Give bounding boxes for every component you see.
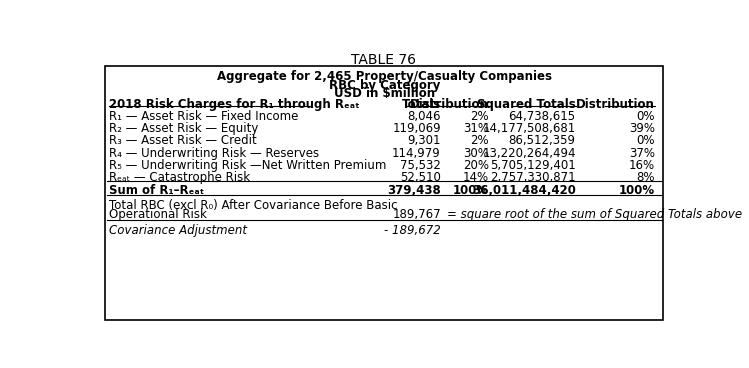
Text: 52,510: 52,510	[400, 171, 441, 184]
Text: 0%: 0%	[636, 134, 655, 147]
Text: Distribution: Distribution	[576, 98, 655, 111]
Text: Distribution: Distribution	[410, 98, 489, 111]
Text: 100%: 100%	[452, 184, 489, 197]
Text: 14,177,508,681: 14,177,508,681	[482, 122, 576, 135]
Text: 5,705,129,401: 5,705,129,401	[490, 159, 576, 172]
Text: 8,046: 8,046	[407, 110, 441, 123]
Text: RBC by Category: RBC by Category	[329, 79, 440, 92]
Text: 16%: 16%	[628, 159, 655, 172]
Text: 2%: 2%	[470, 134, 489, 147]
Text: R₃ — Asset Risk — Credit: R₃ — Asset Risk — Credit	[109, 134, 257, 147]
Text: Rₑₐₜ — Catastrophe Risk: Rₑₐₜ — Catastrophe Risk	[109, 171, 250, 184]
Text: Squared Totals: Squared Totals	[477, 98, 576, 111]
Text: 9,301: 9,301	[407, 134, 441, 147]
Text: 75,532: 75,532	[400, 159, 441, 172]
Text: 2,757,330,871: 2,757,330,871	[490, 171, 576, 184]
Text: 189,767: 189,767	[392, 208, 441, 221]
Text: Sum of R₁–Rₑₐₜ: Sum of R₁–Rₑₐₜ	[109, 184, 204, 197]
Text: 2018 Risk Charges for R₁ through Rₑₐₜ: 2018 Risk Charges for R₁ through Rₑₐₜ	[109, 98, 360, 111]
Text: 37%: 37%	[628, 146, 655, 160]
Text: Totals: Totals	[401, 98, 441, 111]
Text: 39%: 39%	[628, 122, 655, 135]
Text: R₅ — Underwriting Risk —Net Written Premium: R₅ — Underwriting Risk —Net Written Prem…	[109, 159, 386, 172]
Text: Total RBC (excl R₀) After Covariance Before Basic: Total RBC (excl R₀) After Covariance Bef…	[109, 199, 398, 212]
Bar	[106, 66, 664, 320]
Text: 114,979: 114,979	[392, 146, 441, 160]
Text: R₂ — Asset Risk — Equity: R₂ — Asset Risk — Equity	[109, 122, 258, 135]
Text: 0%: 0%	[636, 110, 655, 123]
Text: 64,738,615: 64,738,615	[509, 110, 576, 123]
Text: 119,069: 119,069	[392, 122, 441, 135]
Text: 86,512,359: 86,512,359	[509, 134, 576, 147]
Text: 30%: 30%	[463, 146, 489, 160]
Text: 31%: 31%	[463, 122, 489, 135]
Text: 14%: 14%	[463, 171, 489, 184]
Text: R₄ — Underwriting Risk — Reserves: R₄ — Underwriting Risk — Reserves	[109, 146, 319, 160]
Text: 13,220,264,494: 13,220,264,494	[482, 146, 576, 160]
Text: 2%: 2%	[470, 110, 489, 123]
Text: 8%: 8%	[636, 171, 655, 184]
Text: Aggregate for 2,465 Property/Casualty Companies: Aggregate for 2,465 Property/Casualty Co…	[216, 70, 552, 83]
Text: 36,011,484,420: 36,011,484,420	[472, 184, 576, 197]
Text: = square root of the sum of Squared Totals above: = square root of the sum of Squared Tota…	[447, 208, 742, 221]
Text: Operational Risk: Operational Risk	[109, 208, 207, 221]
Text: 379,438: 379,438	[387, 184, 441, 197]
Text: - 189,672: - 189,672	[384, 224, 441, 237]
Text: 100%: 100%	[619, 184, 655, 197]
Text: USD in $million: USD in $million	[334, 87, 435, 100]
Text: 20%: 20%	[463, 159, 489, 172]
Text: TABLE 76: TABLE 76	[351, 53, 416, 67]
Text: R₁ — Asset Risk — Fixed Income: R₁ — Asset Risk — Fixed Income	[109, 110, 299, 123]
Text: Covariance Adjustment: Covariance Adjustment	[109, 224, 247, 237]
